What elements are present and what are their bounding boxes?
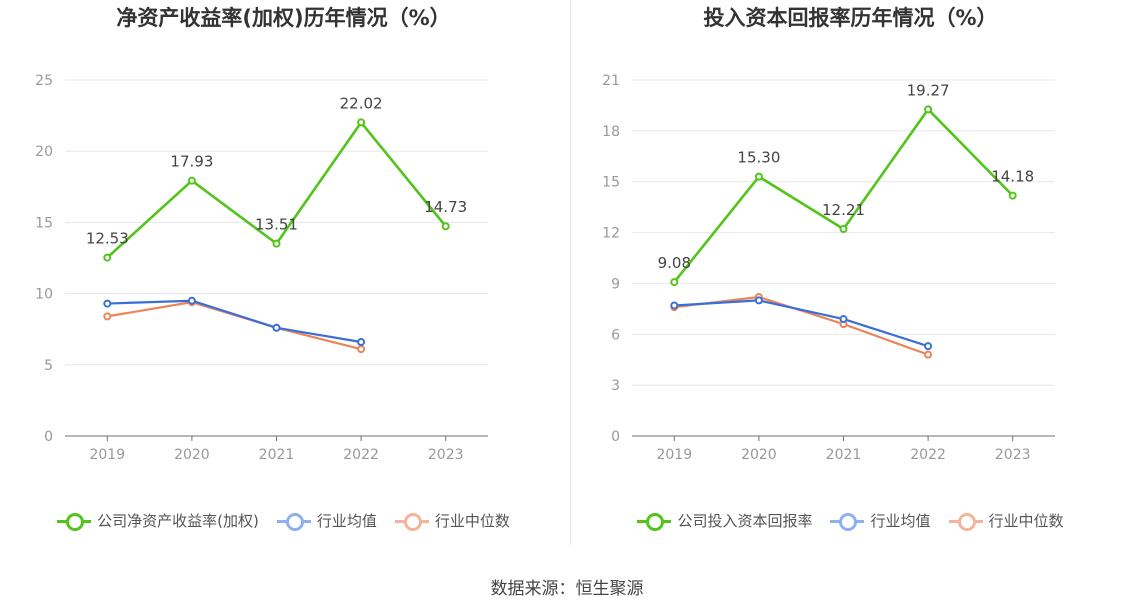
legend-item-company[interactable]: 公司投入资本回报率 [637, 510, 812, 531]
data-label: 12.53 [86, 230, 129, 248]
data-point [103, 253, 112, 262]
legend-line-circle-icon [394, 511, 429, 531]
legend: 公司投入资本回报率 行业均值 行业中位数 [567, 510, 1134, 531]
legend-label: 行业中位数 [434, 512, 510, 530]
legend-item-industry-avg[interactable]: 行业均值 [276, 510, 377, 531]
legend-item-company[interactable]: 公司净资产收益率(加权) [57, 510, 259, 531]
data-point [670, 301, 679, 310]
data-point [357, 118, 366, 127]
y-tick-label: 15 [602, 175, 620, 191]
roe-chart: 净资产收益率(加权)历年情况（%） 0 5 10 15 20 25 2019 2020 2021… [0, 0, 567, 550]
y-tick-label: 3 [611, 378, 620, 394]
data-point [357, 345, 366, 354]
legend-label: 行业均值 [316, 512, 377, 530]
y-tick-label: 15 [35, 215, 53, 231]
legend-item-industry-median[interactable]: 行业中位数 [948, 510, 1064, 531]
series-line-industry_avg [107, 299, 362, 344]
data-point [839, 225, 848, 234]
series-line-industry_avg [674, 299, 929, 348]
legend-line-circle-icon [830, 511, 865, 531]
roe-plot: 0 5 10 15 20 25 2019 2020 2021 2022 2023 12.53 17.93… [35, 73, 488, 463]
chart-title: 投入资本回报率历年情况（%） [703, 6, 998, 30]
legend-line-circle-icon [637, 511, 672, 531]
y-tick-label: 21 [602, 73, 620, 89]
data-point [839, 315, 848, 324]
y-tick-label: 20 [35, 144, 53, 160]
legend-label: 行业均值 [870, 512, 931, 530]
data-point [924, 342, 933, 351]
series-line-industry_median [107, 301, 362, 351]
data-label: 9.08 [658, 254, 691, 272]
data-point [103, 299, 112, 308]
legend-line-circle-icon [948, 511, 983, 531]
data-source: 数据来源：恒生聚源 [490, 579, 644, 599]
y-tick-label: 18 [602, 124, 620, 140]
legend-line-circle-icon [276, 511, 311, 531]
data-label: 12.21 [822, 201, 865, 219]
x-tick-label: 2022 [910, 447, 946, 463]
x-tick-label: 2020 [741, 447, 777, 463]
data-point [272, 239, 281, 248]
data-point [103, 312, 112, 321]
series-line-industry_median [674, 295, 929, 356]
y-tick-label: 9 [611, 276, 620, 292]
data-label: 17.93 [170, 153, 213, 171]
legend-item-industry-median[interactable]: 行业中位数 [394, 510, 510, 531]
y-tick-label: 10 [35, 287, 53, 303]
legend: 公司净资产收益率(加权) 行业均值 行业中位数 [0, 510, 567, 531]
data-point [272, 323, 281, 332]
data-point [187, 296, 196, 305]
data-label: 15.30 [737, 149, 780, 167]
x-tick-label: 2020 [174, 447, 210, 463]
x-tick-label: 2019 [656, 447, 692, 463]
data-point [924, 350, 933, 359]
y-tick-label: 0 [611, 429, 620, 445]
y-tick-label: 12 [602, 226, 620, 242]
series-line-company [106, 121, 447, 259]
data-label: 19.27 [907, 81, 950, 99]
y-tick-label: 6 [611, 327, 620, 343]
data-point [754, 296, 763, 305]
data-point [357, 338, 366, 347]
x-tick-label: 2021 [259, 447, 295, 463]
y-tick-label: 5 [44, 358, 53, 374]
data-point [754, 172, 763, 181]
y-tick-label: 0 [44, 429, 53, 445]
x-tick-label: 2023 [428, 447, 464, 463]
roic-chart: 投入资本回报率历年情况（%） 0 3 6 9 12 15 18 21 2019 2020 2021 2… [567, 0, 1134, 550]
x-tick-label: 2023 [995, 447, 1031, 463]
data-label: 14.18 [991, 168, 1034, 186]
legend-label: 公司净资产收益率(加权) [97, 512, 259, 530]
data-point [441, 222, 450, 231]
x-tick-label: 2019 [89, 447, 125, 463]
data-point [187, 176, 196, 185]
data-point [924, 105, 933, 114]
legend-label: 公司投入资本回报率 [677, 512, 813, 530]
data-label: 14.73 [424, 198, 467, 216]
chart-title: 净资产收益率(加权)历年情况（%） [116, 6, 451, 30]
legend-label: 行业中位数 [988, 512, 1064, 530]
y-tick-label: 25 [35, 73, 53, 89]
x-tick-label: 2022 [343, 447, 379, 463]
legend-line-circle-icon [57, 511, 92, 531]
data-point [1008, 191, 1017, 200]
data-label: 13.51 [255, 216, 298, 234]
x-tick-label: 2021 [826, 447, 862, 463]
series-line-company [673, 108, 1014, 283]
data-label: 22.02 [340, 94, 383, 112]
data-point [670, 278, 679, 287]
roic-plot: 0 3 6 9 12 15 18 21 2019 2020 2021 2022 2023 9.08 15.3… [602, 73, 1055, 463]
panel-divider [570, 0, 571, 545]
legend-item-industry-avg[interactable]: 行业均值 [830, 510, 931, 531]
